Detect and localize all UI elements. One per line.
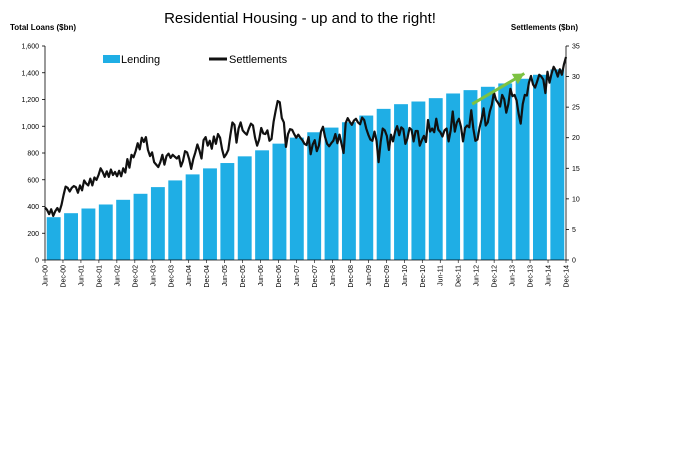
x-tick-label: Dec-13 [528,265,535,288]
x-tick-label: Dec-10 [420,265,427,288]
y-left-axis-title: Total Loans ($bn) [10,23,76,32]
x-tick-label: Dec-01 [96,265,103,288]
x-tick-label: Dec-03 [168,265,175,288]
x-tick-label: Jun-00 [43,265,50,287]
y-left-tick-label: 400 [27,204,39,211]
y-right-tick-label: 0 [572,258,576,265]
x-tick-label: Jun-10 [402,265,409,287]
y-right-tick-label: 5 [572,227,576,234]
bar-lending-3 [98,204,113,260]
bar-lending-14 [289,137,304,260]
x-tick-label: Dec-09 [384,265,391,288]
y-left-tick-label: 1,200 [21,97,39,104]
bar-lending-4 [116,199,131,260]
trend-arrow-head [511,73,525,85]
bar-lending-17 [341,122,356,261]
bar-lending-18 [359,115,374,260]
bar-lending-28 [533,74,547,260]
x-tick-label: Jun-03 [150,265,157,287]
y-left-tick-label: 1,400 [21,70,39,77]
y-right-tick-label: 10 [572,196,580,203]
x-tick-label: Dec-07 [312,265,319,288]
x-tick-label: Dec-11 [456,265,463,287]
x-tick-label: Jun-01 [78,265,85,287]
y-left-tick-label: 0 [35,258,39,265]
y-right-tick-label: 25 [572,105,580,112]
bar-lending-10 [220,163,235,260]
lending-bars [46,69,565,261]
x-tick-label: Jun-07 [294,265,301,287]
y-left-ticks: 0 200 400 600 800 1,000 1,200 1,400 1,600 [21,44,45,265]
bar-lending-11 [237,156,252,260]
bar-lending-12 [255,150,270,260]
bar-lending-1 [64,213,78,260]
y-left-tick-label: 1,000 [21,124,39,131]
bar-lending-13 [272,143,287,260]
legend-label-lending: Lending [121,54,160,66]
legend: Lending Settlements [103,54,288,66]
legend-swatch-lending [103,55,120,63]
x-tick-label: Jun-13 [510,265,517,287]
bar-lending-25 [480,86,495,260]
x-tick-label: Dec-00 [60,265,67,288]
y-left-tick-label: 1,600 [21,44,39,51]
bar-lending-6 [150,187,165,260]
bar-lending-27 [515,78,530,261]
bar-lending-29 [550,69,565,260]
x-tick-label: Dec-02 [132,265,139,288]
x-tick-label: Dec-12 [492,265,499,288]
x-tick-label: Dec-06 [276,265,283,288]
y-right-tick-label: 30 [572,74,580,81]
bar-lending-2 [81,208,96,260]
bar-lending-5 [133,193,148,260]
bar-lending-15 [307,132,322,260]
x-tick-label: Jun-04 [186,265,193,287]
bar-lending-19 [376,108,391,260]
x-tick-label: Dec-14 [564,265,571,288]
bar-lending-16 [324,127,339,260]
x-tick-label: Jun-11 [438,265,445,286]
bar-lending-21 [411,101,426,260]
y-right-tick-label: 35 [572,44,580,51]
annotation-layer [471,72,526,106]
bar-lending-8 [185,174,200,260]
y-left-tick-label: 600 [27,177,39,184]
x-tick-label: Jun-05 [222,265,229,287]
settlements-line-layer [44,56,568,218]
bar-lending-22 [428,98,443,260]
x-tick-label: Jun-14 [546,265,553,287]
bar-lending-7 [168,180,183,260]
y-left-tick-label: 200 [27,231,39,238]
legend-label-settlements: Settlements [229,54,288,66]
y-right-ticks: 0 5 10 15 20 25 30 35 [566,44,580,265]
x-tick-label: Jun-08 [330,265,337,287]
chart-title: Residential Housing - up and to the righ… [164,10,436,27]
x-ticks: Jun-00 Dec-00 Jun-01 Dec-01 Jun-02 Dec-02 Jun-… [43,260,571,288]
y-right-tick-label: 20 [572,135,580,142]
x-tick-label: Jun-12 [474,265,481,287]
x-tick-label: Dec-08 [348,265,355,288]
x-tick-label: Dec-05 [240,265,247,288]
x-tick-label: Jun-02 [114,265,121,287]
y-right-tick-label: 15 [572,166,580,173]
x-tick-label: Jun-06 [258,265,265,287]
bar-lending-26 [498,83,513,260]
bar-lending-0 [46,217,61,260]
settlements-line [44,56,568,218]
x-tick-label: Jun-09 [366,265,373,287]
y-right-axis-title: Settlements ($bn) [511,23,578,32]
x-tick-label: Dec-04 [204,265,211,288]
y-left-tick-label: 800 [27,151,39,158]
bar-lending-9 [203,168,217,260]
